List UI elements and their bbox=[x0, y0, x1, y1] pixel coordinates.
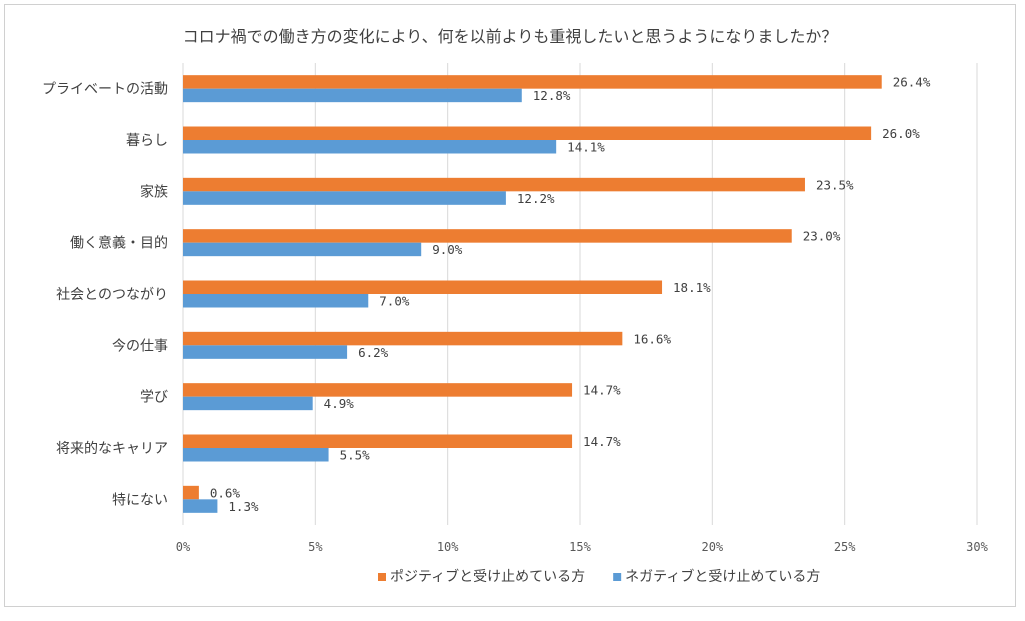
data-label: 23.5% bbox=[816, 177, 854, 192]
x-tick-label: 15% bbox=[569, 540, 591, 554]
data-label: 26.4% bbox=[893, 75, 931, 90]
bar bbox=[183, 383, 573, 397]
data-label: 6.2% bbox=[358, 345, 389, 360]
category-label: 学び bbox=[140, 390, 168, 406]
category-label: 特にない bbox=[112, 492, 168, 508]
bar bbox=[183, 191, 506, 205]
bar bbox=[183, 294, 369, 308]
data-label: 12.2% bbox=[517, 191, 555, 206]
x-tick-label: 20% bbox=[701, 540, 723, 554]
category-label: 今の仕事 bbox=[112, 338, 168, 354]
bar bbox=[183, 75, 882, 89]
legend-label: ポジティブと受け止めている方 bbox=[390, 568, 585, 585]
bar bbox=[183, 229, 792, 243]
x-tick-label: 30% bbox=[966, 540, 988, 554]
data-label: 18.1% bbox=[673, 280, 711, 295]
data-label: 0.6% bbox=[210, 485, 241, 500]
bar bbox=[183, 88, 522, 103]
bar bbox=[183, 485, 199, 500]
x-tick-label: 10% bbox=[437, 540, 459, 554]
data-label: 14.7% bbox=[583, 383, 621, 398]
chart-title: コロナ禍での働き方の変化により、何を以前よりも重視したいと思うようになりましたか… bbox=[182, 27, 838, 46]
data-label: 14.1% bbox=[567, 140, 605, 155]
bar bbox=[183, 140, 557, 154]
chart-frame: コロナ禍での働き方の変化により、何を以前よりも重視したいと思うようになりましたか… bbox=[4, 4, 1016, 607]
data-label: 1.3% bbox=[228, 499, 259, 514]
data-label: 4.9% bbox=[324, 396, 355, 411]
bar bbox=[183, 126, 872, 140]
bar bbox=[183, 242, 422, 257]
category-label: プライベートの活動 bbox=[42, 82, 168, 98]
category-label: 家族 bbox=[140, 183, 168, 200]
bar bbox=[183, 280, 663, 294]
data-label: 5.5% bbox=[340, 448, 371, 463]
category-label: 暮らし bbox=[126, 133, 168, 149]
bar bbox=[183, 448, 329, 462]
x-tick-label: 25% bbox=[834, 540, 856, 554]
x-tick-labels: 0% 5% 10% 15% 20% 25% 30% bbox=[176, 540, 989, 554]
bar bbox=[183, 434, 573, 448]
data-label: 16.6% bbox=[633, 331, 671, 346]
legend-swatch bbox=[613, 573, 622, 581]
bar bbox=[183, 499, 218, 513]
legend-label: ネガティブと受け止めている方 bbox=[625, 568, 820, 585]
data-label: 9.0% bbox=[432, 242, 463, 257]
data-label: 26.0% bbox=[882, 126, 920, 141]
bar bbox=[183, 331, 623, 346]
bar bbox=[183, 177, 805, 192]
category-label: 将来的なキャリア bbox=[56, 441, 168, 457]
data-labels: 26.4% 12.8% 26.0% 14.1% 23.5% 12.2% 23.0% 9.0% 1… bbox=[210, 75, 931, 514]
category-label: 社会とのつながり bbox=[56, 287, 168, 303]
category-label: 働く意義・目的 bbox=[70, 235, 168, 252]
data-label: 12.8% bbox=[533, 88, 571, 103]
x-tick-label: 0% bbox=[176, 540, 191, 554]
legend: ポジティブと受け止めている方 ネガティブと受け止めている方 bbox=[378, 568, 820, 585]
bars bbox=[183, 75, 882, 513]
category-labels: プライベートの活動暮らし家族働く意義・目的社会とのつながり今の仕事学び将来的なキ… bbox=[42, 82, 168, 509]
data-label: 14.7% bbox=[583, 434, 621, 449]
legend-swatch bbox=[378, 573, 386, 581]
bar bbox=[183, 396, 313, 411]
bar bbox=[183, 345, 348, 359]
data-label: 7.0% bbox=[379, 294, 410, 309]
x-tick-label: 5% bbox=[308, 540, 323, 554]
data-label: 23.0% bbox=[803, 229, 841, 244]
